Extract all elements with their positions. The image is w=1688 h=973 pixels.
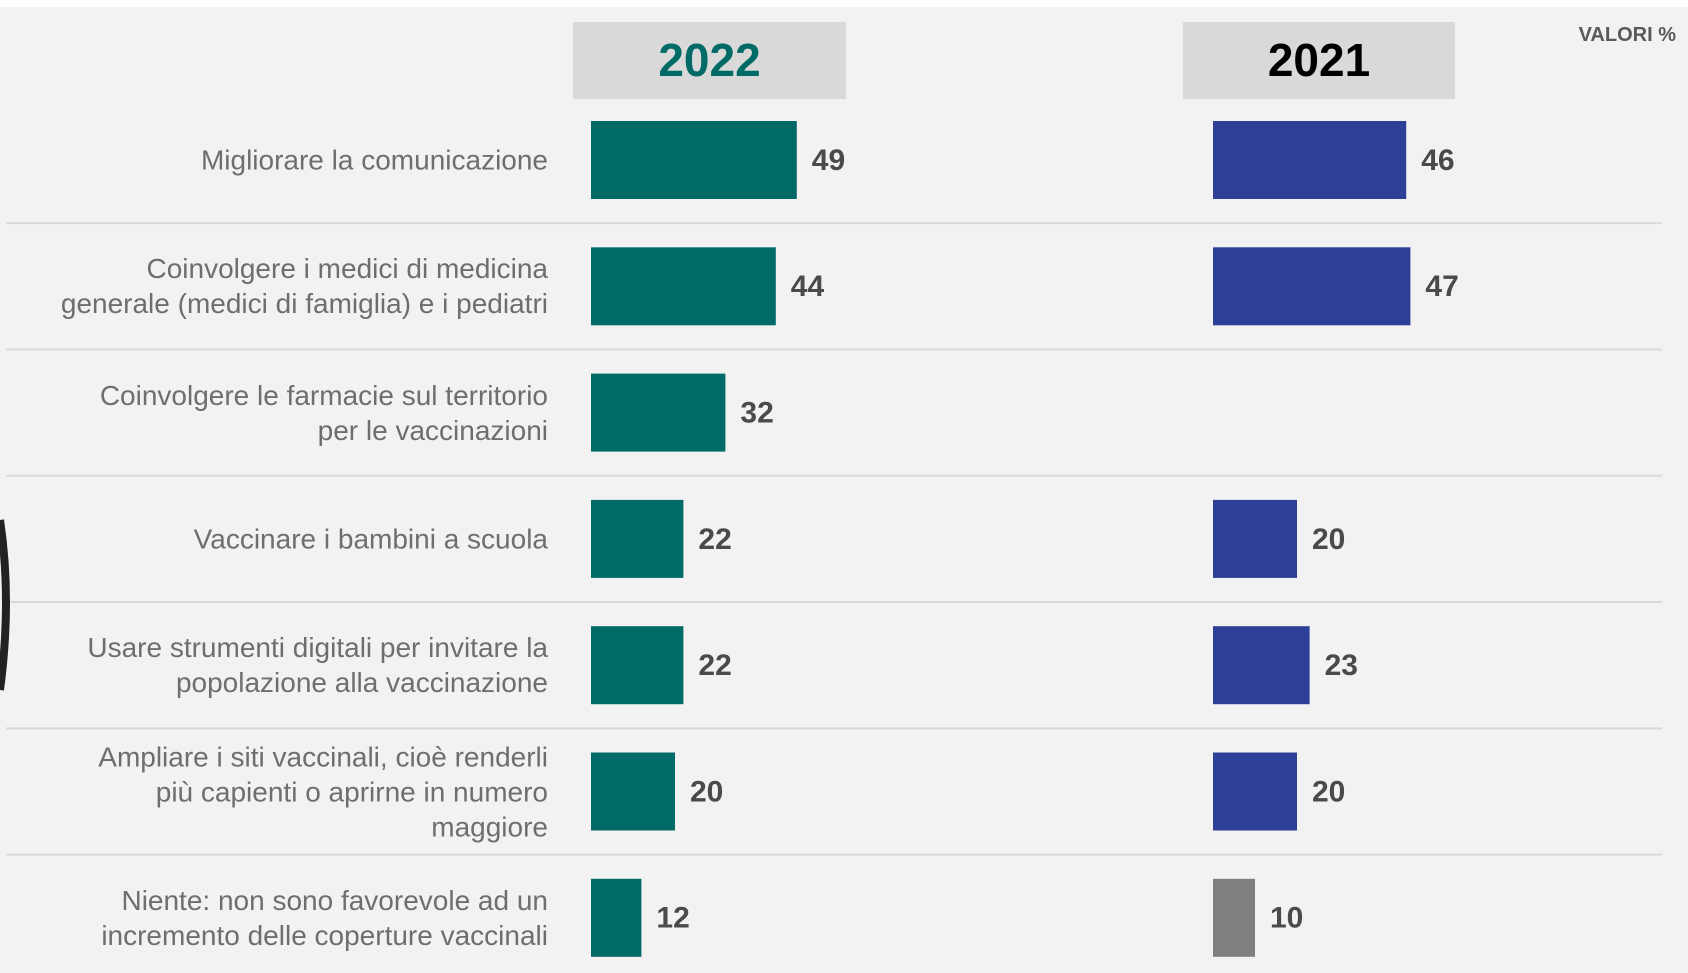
value-label: 32: [740, 397, 773, 430]
category-label: Coinvolgere i medici di medicina general…: [60, 253, 548, 320]
value-label: 12: [656, 902, 689, 935]
value-label: 20: [690, 775, 723, 808]
bar: [591, 878, 642, 957]
bar: [1213, 878, 1255, 957]
value-label: 44: [791, 270, 825, 303]
series-header: 2022: [658, 34, 760, 86]
value-label: 49: [812, 144, 845, 177]
value-label: 10: [1270, 902, 1303, 935]
value-label: 22: [698, 649, 731, 682]
decor-arc: [0, 519, 10, 691]
value-label: 47: [1425, 270, 1458, 303]
bar: [591, 247, 776, 326]
bar: [591, 121, 797, 199]
value-label: 22: [698, 523, 731, 556]
category-label: Coinvolgere le farmacie sul territorio p…: [99, 379, 548, 446]
value-label: 20: [1312, 523, 1345, 556]
note: VALORI %: [1578, 24, 1676, 46]
bar: [591, 499, 684, 578]
bar: [1213, 499, 1297, 578]
value-label: 20: [1312, 775, 1345, 808]
bar: [1213, 752, 1297, 831]
category-label: Ampliare i siti vaccinali, cioè renderli…: [98, 741, 548, 842]
series-header: 2021: [1268, 34, 1370, 86]
bar: [1213, 121, 1407, 199]
category-label: Niente: non sono favorevole ad un increm…: [101, 884, 548, 951]
category-label: Usare strumenti digitali per invitare la…: [87, 632, 548, 699]
bar: [1213, 247, 1411, 326]
bar: [591, 373, 726, 452]
bar: [591, 752, 675, 831]
series-header-box: [1183, 22, 1455, 99]
bar: [1213, 626, 1310, 705]
series-header-box: [573, 22, 846, 99]
value-label: 23: [1325, 649, 1358, 682]
value-label: 46: [1421, 144, 1454, 177]
top-strip: [0, 0, 1688, 7]
bar: [591, 626, 684, 705]
category-label: Migliorare la comunicazione: [200, 144, 548, 176]
category-label: Vaccinare i bambini a scuola: [193, 523, 548, 555]
